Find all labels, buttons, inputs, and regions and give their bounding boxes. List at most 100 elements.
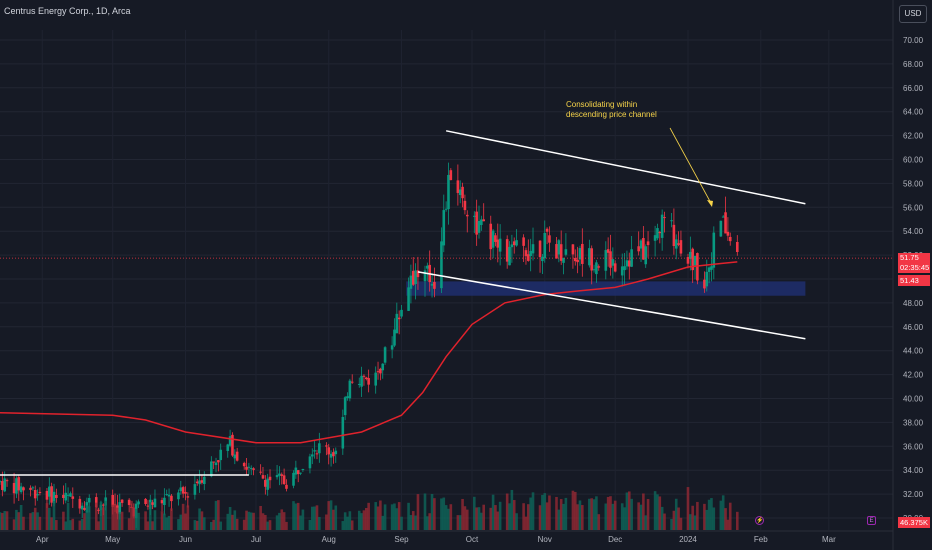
volume-bar	[724, 508, 727, 530]
volume-bar	[548, 495, 551, 530]
volume-bar	[87, 506, 91, 530]
volume-bar	[480, 512, 483, 530]
volume-bar	[473, 496, 476, 530]
candle-body	[726, 231, 730, 236]
candle-body	[12, 482, 16, 494]
x-tick-label: Nov	[538, 535, 552, 544]
candle-body	[301, 469, 305, 471]
y-tick-label: 34.00	[903, 466, 924, 475]
candle-body	[663, 217, 666, 219]
y-tick-label: 40.00	[903, 395, 924, 404]
volume-bar	[656, 494, 659, 530]
candle-body	[278, 473, 281, 476]
volume-bar	[1, 512, 4, 530]
candle-body	[515, 240, 518, 246]
candle-body	[38, 491, 42, 493]
volume-bar	[691, 505, 694, 530]
x-tick-label: 2024	[679, 535, 697, 544]
candle-body	[80, 505, 84, 510]
candle-body	[620, 266, 624, 276]
volume-bar	[48, 507, 51, 530]
currency-button[interactable]: USD	[899, 5, 927, 23]
candle-body	[482, 219, 486, 222]
volume-bar	[397, 502, 401, 530]
candle-body	[374, 372, 377, 386]
candle-body	[78, 498, 82, 509]
candle-body	[465, 214, 469, 217]
candle-body	[231, 434, 234, 456]
y-tick-label: 42.00	[903, 371, 924, 380]
candle-body	[146, 505, 150, 507]
volume-bar	[350, 520, 354, 530]
moving-average-line	[0, 261, 738, 444]
volume-bar	[447, 508, 450, 530]
candle-body	[646, 241, 650, 246]
candle-body	[127, 499, 131, 506]
volume-bar	[482, 504, 486, 530]
candle-body	[573, 257, 577, 262]
candle-body	[522, 237, 525, 246]
candle-body	[430, 283, 434, 286]
candle-body	[642, 238, 645, 260]
volume-bar	[489, 507, 493, 530]
candle-body	[233, 454, 237, 459]
volume-bar	[379, 500, 382, 530]
candle-body	[712, 232, 716, 268]
candle-body	[644, 246, 648, 265]
volume-bar	[381, 515, 385, 530]
candle-body	[541, 256, 544, 262]
volume-bar	[374, 502, 377, 530]
volume-bar	[465, 509, 469, 530]
candle-body	[36, 494, 39, 496]
candle-body	[228, 436, 232, 446]
volume-bar	[308, 519, 312, 530]
candle-body	[264, 479, 267, 487]
volume-bar	[512, 500, 516, 530]
candle-body	[559, 244, 563, 261]
y-tick-label: 48.00	[903, 299, 924, 308]
candle-body	[637, 246, 640, 252]
volume-bar	[146, 521, 150, 530]
volume-bar	[200, 511, 204, 530]
volume-bar	[639, 504, 643, 530]
lightning-icon[interactable]: ⚡	[755, 516, 764, 525]
candle-body	[719, 220, 723, 237]
y-tick-label: 60.00	[903, 156, 924, 165]
y-tick-label: 62.00	[903, 132, 924, 141]
candle-body	[409, 275, 413, 289]
volume-bar	[52, 500, 56, 530]
volume-bar	[440, 498, 443, 530]
volume-bar	[613, 500, 617, 530]
candle-body	[611, 259, 615, 266]
candle-body	[242, 462, 246, 467]
volume-bar	[163, 513, 166, 530]
volume-bar	[233, 510, 237, 530]
volume-bar	[153, 510, 157, 530]
volume-bar	[712, 507, 716, 530]
volume-bar	[285, 521, 288, 530]
candle-body	[3, 478, 6, 492]
y-tick-label: 68.00	[903, 60, 924, 69]
volume-bar	[334, 505, 338, 530]
candle-body	[433, 281, 436, 289]
volume-bar	[393, 503, 396, 530]
volume-bar	[529, 497, 532, 530]
candle-body	[313, 450, 316, 452]
volume-bar	[658, 496, 662, 530]
volume-bar	[555, 496, 558, 530]
candle-body	[48, 486, 51, 497]
volume-bar	[541, 494, 544, 530]
volume-bar	[411, 511, 415, 530]
volume-bar	[475, 507, 478, 530]
volume-bar	[113, 503, 117, 530]
candle-body	[102, 504, 105, 506]
last-price-tag: 51.75 02:35:45	[898, 253, 930, 273]
volume-bar	[127, 518, 131, 530]
earnings-event-icon[interactable]: E	[867, 516, 876, 525]
volume-bar	[226, 513, 230, 530]
candle-body	[426, 265, 429, 269]
candle-body	[144, 498, 147, 505]
volume-bar	[409, 515, 413, 530]
